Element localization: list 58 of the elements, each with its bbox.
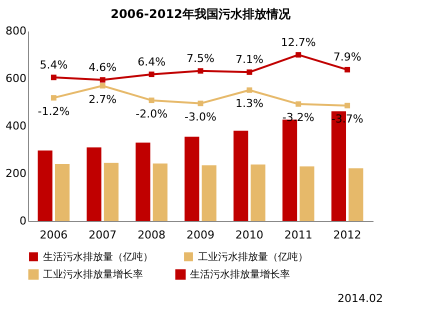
- data-label: 5.4%: [40, 58, 68, 72]
- bar: [250, 164, 266, 221]
- bar: [54, 164, 70, 221]
- data-label: -3.0%: [184, 110, 216, 124]
- x-tick-label: 2006: [40, 228, 68, 242]
- point: [100, 83, 106, 89]
- bar: [234, 130, 248, 221]
- x-tick-label: 2007: [88, 228, 117, 242]
- point: [246, 87, 252, 93]
- x-tick-label: 2008: [138, 228, 166, 242]
- bar: [184, 136, 200, 221]
- data-label: 12.7%: [280, 36, 316, 49]
- point: [344, 66, 350, 72]
- point: [198, 100, 204, 106]
- bar: [202, 165, 216, 221]
- bar: [104, 162, 119, 221]
- point: [50, 74, 56, 80]
- y-tick-label: 0: [20, 214, 26, 228]
- data-label: -1.2%: [38, 104, 70, 118]
- data-label: -2.0%: [136, 107, 168, 120]
- bar: [136, 142, 150, 221]
- bar: [300, 166, 314, 221]
- bar: [348, 168, 364, 221]
- data-label: 7.9%: [333, 50, 362, 64]
- data-label: 1.3%: [235, 97, 264, 110]
- data-label: -3.2%: [282, 111, 314, 124]
- x-tick-label: 2009: [186, 228, 214, 242]
- point: [296, 52, 302, 58]
- legend-label: 生活污水排放量（亿吨）: [43, 250, 153, 263]
- data-label: 4.6%: [88, 60, 117, 74]
- chart-title: 2006-2012年我国污水排放情况: [110, 7, 292, 21]
- bar: [152, 164, 168, 221]
- point: [344, 102, 350, 108]
- legend-label: 工业污水排放量增长率: [43, 268, 143, 281]
- y-tick-label: 600: [6, 72, 26, 85]
- bar: [38, 150, 52, 221]
- y-tick-label: 800: [6, 24, 26, 38]
- x-tick-label: 2010: [235, 228, 264, 242]
- legend-label: 生活污水排放量增长率: [190, 268, 290, 281]
- data-label: 7.5%: [186, 52, 214, 65]
- point: [50, 95, 56, 101]
- data-label: 2.7%: [88, 92, 117, 106]
- x-tick-label: 2011: [284, 228, 312, 242]
- point: [148, 72, 154, 78]
- bar: [86, 147, 102, 221]
- data-label: 7.1%: [235, 53, 264, 66]
- x-tick-label: 2012: [333, 228, 362, 242]
- y-tick-label: 200: [6, 167, 26, 180]
- point: [198, 68, 204, 74]
- legend-label: 工业污水排放量（亿吨）: [198, 250, 308, 263]
- bar: [282, 120, 298, 221]
- text: 2014.02: [338, 292, 383, 305]
- y-tick-label: 400: [6, 120, 26, 132]
- point: [148, 98, 154, 104]
- point: [100, 77, 106, 83]
- point: [296, 101, 302, 107]
- point: [246, 69, 252, 75]
- data-label: 6.4%: [138, 55, 166, 68]
